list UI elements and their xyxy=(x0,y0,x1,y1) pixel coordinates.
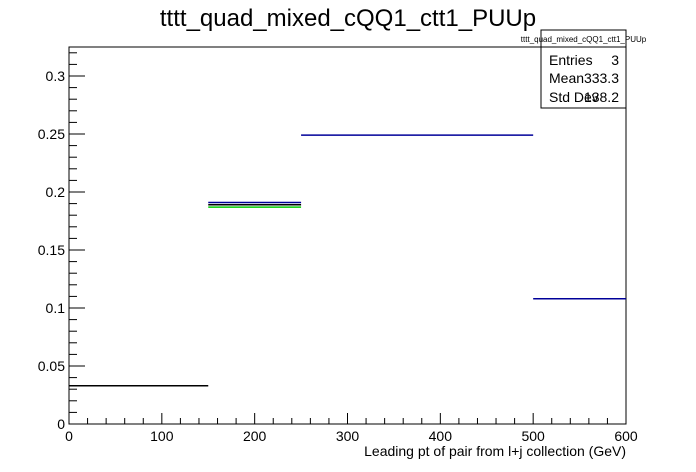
stats-mean-label: Mean xyxy=(549,70,584,86)
stats-box-title: tttt_quad_mixed_cQQ1_ctt1_PUUp xyxy=(521,35,647,44)
stats-box: tttt_quad_mixed_cQQ1_ctt1_PUUp Entries 3… xyxy=(521,29,647,109)
y-tick-label: 0.1 xyxy=(46,300,66,316)
chart-title: tttt_quad_mixed_cQQ1_ctt1_PUUp xyxy=(160,5,536,32)
x-tick-label: 600 xyxy=(614,428,638,444)
stats-entries-label: Entries xyxy=(549,52,593,68)
x-tick-label: 400 xyxy=(429,428,453,444)
y-tick-label: 0.15 xyxy=(38,242,65,258)
x-tick-label: 0 xyxy=(65,428,73,444)
y-tick-label: 0.2 xyxy=(46,184,66,200)
histogram-series xyxy=(69,134,626,387)
y-tick-label: 0 xyxy=(57,416,65,432)
y-tick-label: 0.3 xyxy=(46,68,66,84)
stats-box-frame xyxy=(540,29,627,109)
y-axis: 0 0.05 0.1 0.15 0.2 0.25 0.3 xyxy=(38,52,85,432)
stats-mean-value: 333.3 xyxy=(584,70,619,86)
x-tick-label: 100 xyxy=(150,428,174,444)
stats-stddev-value: 138.2 xyxy=(584,89,619,105)
y-tick-label: 0.05 xyxy=(38,358,65,374)
x-axis-label: Leading pt of pair from l+j collection (… xyxy=(364,443,626,459)
x-axis: 0 100 200 300 400 500 600 xyxy=(65,413,638,444)
x-tick-label: 500 xyxy=(521,428,545,444)
x-tick-label: 300 xyxy=(336,428,360,444)
stats-entries-value: 3 xyxy=(611,52,619,68)
stats-stddev-label: Std Dev xyxy=(549,89,599,105)
y-tick-label: 0.25 xyxy=(38,126,65,142)
x-tick-label: 200 xyxy=(243,428,267,444)
